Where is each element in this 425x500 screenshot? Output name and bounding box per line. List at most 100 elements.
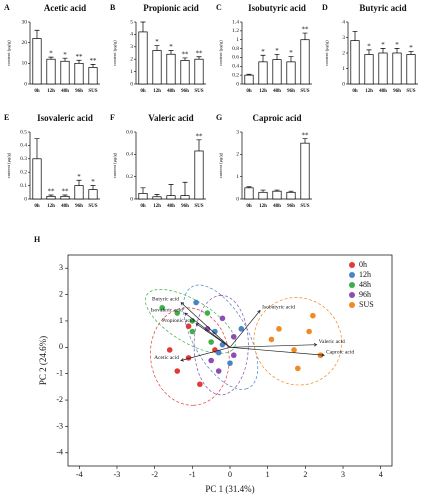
error-bar	[90, 185, 96, 190]
chart-title: Isobutyric acid	[248, 3, 306, 13]
y-tick-label: 1	[59, 316, 63, 325]
legend-marker	[349, 272, 355, 278]
significance-label: *	[91, 178, 95, 186]
bar	[244, 187, 254, 200]
loading-label: Propionic acid	[162, 318, 194, 324]
x-tick-label: 12h	[153, 89, 161, 94]
x-tick-label: 96h	[75, 89, 83, 94]
significance-label: **	[76, 53, 84, 61]
bar	[258, 61, 268, 85]
y-tick-label: 0	[342, 81, 345, 87]
bar	[138, 31, 148, 85]
bar	[138, 193, 148, 200]
panel-letter: E	[4, 113, 9, 122]
confidence-ellipse	[253, 297, 343, 386]
loading-label: Acetic acid	[154, 355, 179, 361]
y-tick-label: -2	[56, 395, 63, 404]
error-bar	[34, 138, 40, 159]
y-tick-label: 10	[22, 61, 28, 67]
loading-label: Butyric acid	[152, 297, 179, 303]
x-tick-label: 48h	[273, 89, 281, 94]
point	[215, 349, 222, 356]
y-tick-label: 2	[236, 152, 239, 158]
significance-label: *	[169, 43, 173, 51]
y-tick-label: 0	[24, 81, 27, 87]
chart-title: Propionic acid	[143, 3, 199, 13]
bar	[166, 53, 176, 85]
point	[174, 310, 181, 316]
legend-marker	[349, 302, 355, 308]
bar	[194, 58, 204, 85]
y-tick-label: 1.2	[232, 28, 239, 34]
x-tick-label: 4	[379, 470, 383, 479]
x-tick-label: 0h	[34, 204, 40, 209]
chart-title: Acetic acid	[44, 3, 86, 13]
confidence-ellipse	[150, 307, 230, 406]
y-tick-label: 0.1	[20, 183, 27, 189]
legend-marker	[349, 262, 355, 268]
bar	[74, 185, 84, 200]
y-tick-label: 3	[342, 35, 345, 41]
bar	[60, 195, 70, 200]
error-bar	[380, 48, 386, 53]
loading-label: Caproic acid	[326, 349, 354, 355]
significance-label: *	[409, 44, 413, 52]
error-bar	[76, 59, 82, 64]
bar	[166, 195, 176, 200]
bar	[152, 50, 162, 85]
bar	[32, 38, 42, 85]
x-tick-label: 0h	[246, 89, 252, 94]
bar	[272, 59, 282, 85]
confidence-ellipse	[183, 284, 259, 390]
error-bar	[168, 184, 174, 196]
y-tick-label: 0.2	[232, 72, 239, 78]
x-tick-label: 12h	[47, 89, 55, 94]
y-tick-label: 0.6	[232, 55, 239, 61]
point	[268, 336, 275, 343]
point	[238, 326, 245, 332]
x-tick-label: 48h	[61, 204, 69, 209]
x-tick-label: 48h	[61, 89, 69, 94]
error-bar	[274, 53, 280, 60]
y-tick-label: 0.6	[126, 129, 133, 135]
x-tick-label: 12h	[365, 89, 373, 94]
significance-label: *	[63, 51, 67, 59]
x-tick-label: SUS	[88, 89, 97, 94]
y-tick-label: 1.4	[232, 19, 239, 25]
x-tick-label: 96h	[181, 89, 189, 94]
y-tick-label: 0.5	[20, 129, 27, 135]
panel-letter: H	[34, 235, 41, 244]
panel-letter: F	[110, 113, 115, 122]
x-tick-label: SUS	[194, 204, 203, 209]
bar	[286, 61, 296, 85]
x-tick-label: -1	[189, 470, 196, 479]
y-axis-label: content (μg/g)	[218, 40, 223, 66]
legend-label: 96h	[359, 290, 371, 299]
bar	[88, 67, 98, 85]
point	[197, 381, 203, 388]
panel-letter: B	[110, 3, 116, 12]
x-tick-label: 12h	[153, 204, 161, 209]
legend-marker	[349, 292, 355, 298]
bar	[378, 52, 388, 85]
y-axis-label: content (μg/g)	[112, 40, 117, 66]
bar	[194, 150, 204, 200]
error-bar	[140, 187, 146, 194]
error-bar	[352, 30, 358, 41]
error-bar	[260, 189, 266, 193]
x-tick-label: SUS	[300, 204, 309, 209]
point	[189, 328, 196, 335]
x-axis-label: PC 1 (31.4%)	[205, 484, 254, 494]
y-tick-label: 1	[130, 69, 133, 75]
point	[230, 352, 237, 359]
point	[185, 355, 192, 361]
error-bar	[196, 56, 202, 60]
error-bar	[140, 21, 146, 32]
y-tick-label: 2	[130, 56, 133, 62]
y-tick-label: 0	[59, 342, 63, 351]
y-axis-label: content (μg/g)	[6, 40, 11, 66]
significance-label: *	[155, 38, 159, 46]
chart-title: Valeric acid	[148, 113, 193, 123]
y-tick-label: 0.3	[20, 156, 27, 162]
